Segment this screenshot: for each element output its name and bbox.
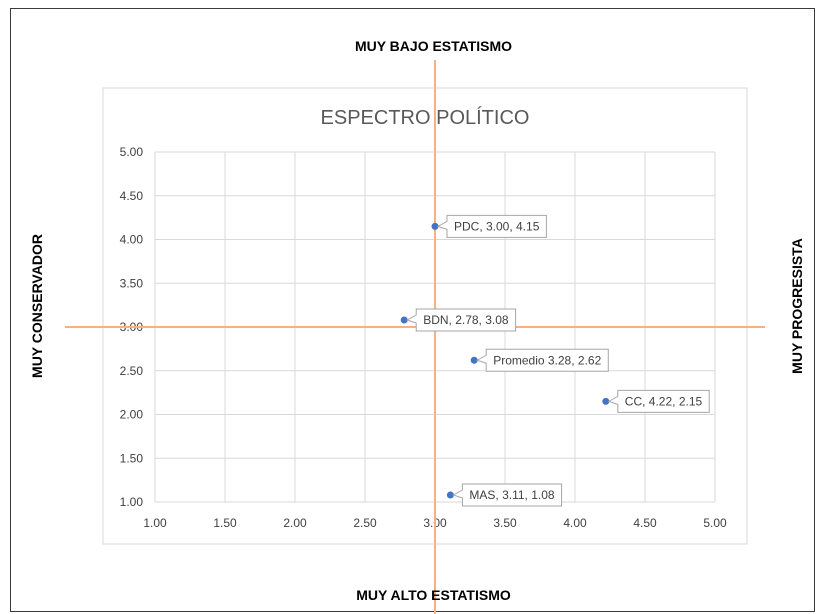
y-tick-label: 1.50 <box>120 451 144 465</box>
data-point <box>446 491 454 499</box>
data-label-text: Promedio 3.28, 2.62 <box>493 353 601 367</box>
reference-lines <box>65 60 765 614</box>
x-tick-label: 1.00 <box>143 516 167 530</box>
y-tick-label: 2.00 <box>120 408 144 422</box>
data-label-box <box>452 483 563 507</box>
y-tick-label: 4.50 <box>120 189 144 203</box>
x-tick-label: 1.50 <box>213 516 237 530</box>
data-point <box>431 222 439 230</box>
data-label: PDC, 3.00, 4.15 <box>436 214 547 238</box>
y-tick-label: 1.00 <box>120 495 144 509</box>
data-label-box <box>436 214 547 238</box>
x-tick-label: 4.50 <box>633 516 657 530</box>
data-label-text: PDC, 3.00, 4.15 <box>454 219 540 233</box>
data-point <box>602 397 610 405</box>
data-label: CC, 4.22, 2.15 <box>607 389 710 413</box>
x-tick-label: 2.50 <box>353 516 377 530</box>
tick-labels: 1.001.502.002.503.003.504.004.505.001.00… <box>120 145 727 530</box>
data-point <box>470 356 478 364</box>
data-point <box>400 316 408 324</box>
y-tick-label: 5.00 <box>120 145 144 159</box>
y-tick-label: 4.00 <box>120 233 144 247</box>
x-tick-label: 2.00 <box>283 516 307 530</box>
data-points: PDC, 3.00, 4.15 BDN, 2.78, 3.08 Promedio 3… <box>400 214 710 507</box>
data-label-box <box>607 389 710 413</box>
top-axis-label: MUY BAJO ESTATISMO <box>354 38 513 54</box>
x-tick-label: 4.00 <box>563 516 587 530</box>
left-axis-label: MUY CONSERVADOR <box>29 234 45 378</box>
y-tick-label: 3.50 <box>120 276 144 290</box>
x-tick-label: 3.50 <box>493 516 517 530</box>
right-axis-label: MUY PROGRESISTA <box>789 238 805 374</box>
data-label-box <box>475 348 609 372</box>
data-label-text: CC, 4.22, 2.15 <box>625 394 703 408</box>
data-label-text: MAS, 3.11, 1.08 <box>469 488 554 502</box>
bottom-axis-label: MUY ALTO ESTATISMO <box>356 587 511 603</box>
x-tick-label: 5.00 <box>703 516 727 530</box>
data-label-box <box>405 308 517 332</box>
data-label: MAS, 3.11, 1.08 <box>452 483 563 507</box>
chart-title: ESPECTRO POLÍTICO <box>321 106 530 129</box>
data-label-text: BDN, 2.78, 3.08 <box>423 313 509 327</box>
y-tick-label: 2.50 <box>120 364 144 378</box>
data-label: BDN, 2.78, 3.08 <box>405 308 517 332</box>
data-label: Promedio 3.28, 2.62 <box>475 348 609 372</box>
